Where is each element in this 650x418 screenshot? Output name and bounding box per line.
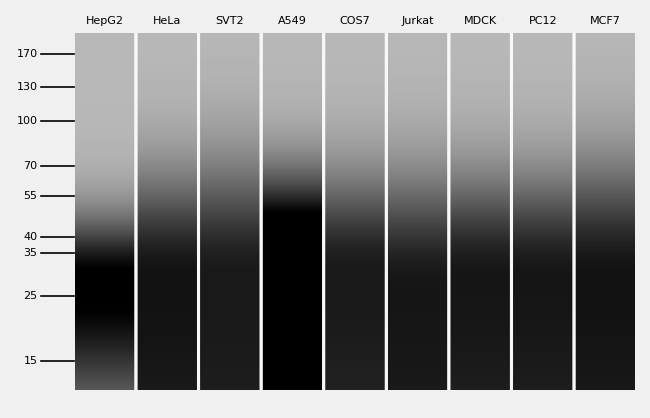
- Text: 25: 25: [23, 291, 38, 301]
- Text: 15: 15: [23, 356, 38, 366]
- Text: 40: 40: [23, 232, 38, 242]
- Text: HepG2: HepG2: [86, 16, 124, 26]
- Text: Jurkat: Jurkat: [401, 16, 434, 26]
- Text: MCF7: MCF7: [590, 16, 621, 26]
- Text: 130: 130: [16, 82, 38, 92]
- Text: PC12: PC12: [528, 16, 557, 26]
- Text: 35: 35: [23, 248, 38, 258]
- Text: 100: 100: [16, 116, 38, 126]
- Text: A549: A549: [278, 16, 307, 26]
- Text: 70: 70: [23, 161, 38, 171]
- Text: HeLa: HeLa: [153, 16, 181, 26]
- Text: COS7: COS7: [339, 16, 370, 26]
- Text: 170: 170: [16, 48, 38, 59]
- Text: SVT2: SVT2: [216, 16, 244, 26]
- Text: MDCK: MDCK: [463, 16, 497, 26]
- Text: 55: 55: [23, 191, 38, 201]
